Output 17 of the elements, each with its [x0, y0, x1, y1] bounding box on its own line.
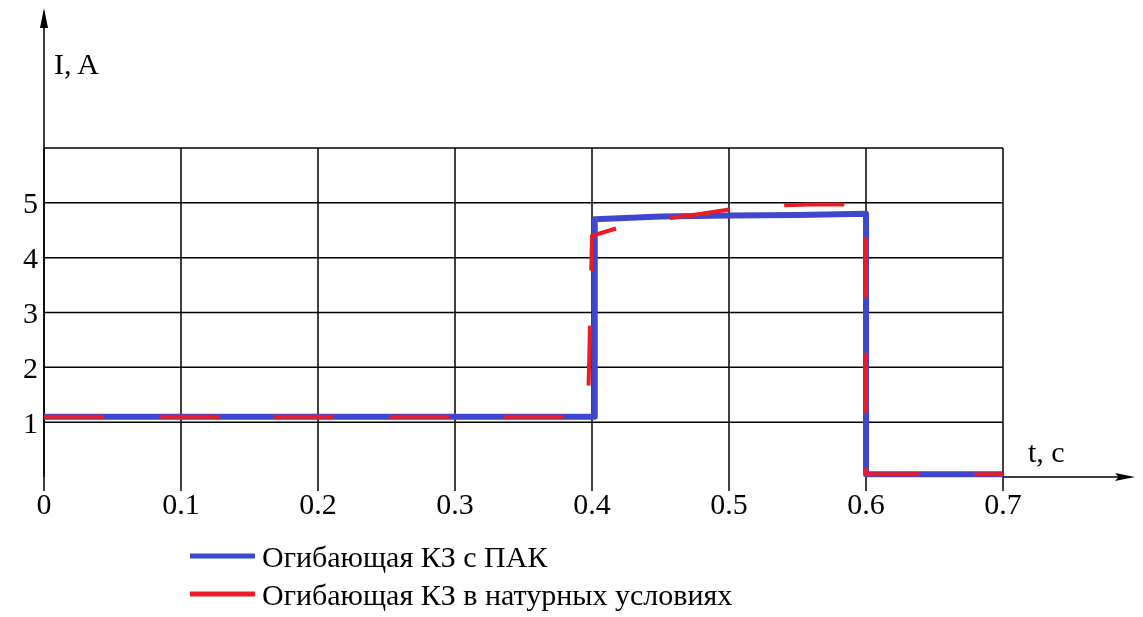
- y-tick-label: 4: [23, 241, 38, 275]
- y-tick-label: 1: [23, 405, 38, 439]
- y-tick-label: 5: [23, 186, 38, 220]
- y-axis-title: I, A: [54, 47, 100, 80]
- y-tick-label: 3: [23, 296, 38, 329]
- x-tick-label: 0.1: [162, 487, 200, 520]
- x-tick-label: 0.3: [436, 487, 474, 520]
- x-tick-label: 0.6: [847, 487, 885, 520]
- x-tick-label: 0.2: [299, 487, 337, 520]
- x-tick-label: 0: [36, 487, 52, 520]
- legend-label: Огибающая КЗ с ПАК: [262, 539, 549, 573]
- y-tick-label: 2: [23, 350, 38, 384]
- x-axis-title: t, c: [1028, 435, 1065, 468]
- x-tick-label: 0.4: [573, 487, 611, 520]
- x-tick-label: 0.5: [710, 487, 748, 520]
- x-tick-label: 0.7: [984, 487, 1022, 520]
- legend-label: Огибающая КЗ в натурных условиях: [262, 577, 733, 611]
